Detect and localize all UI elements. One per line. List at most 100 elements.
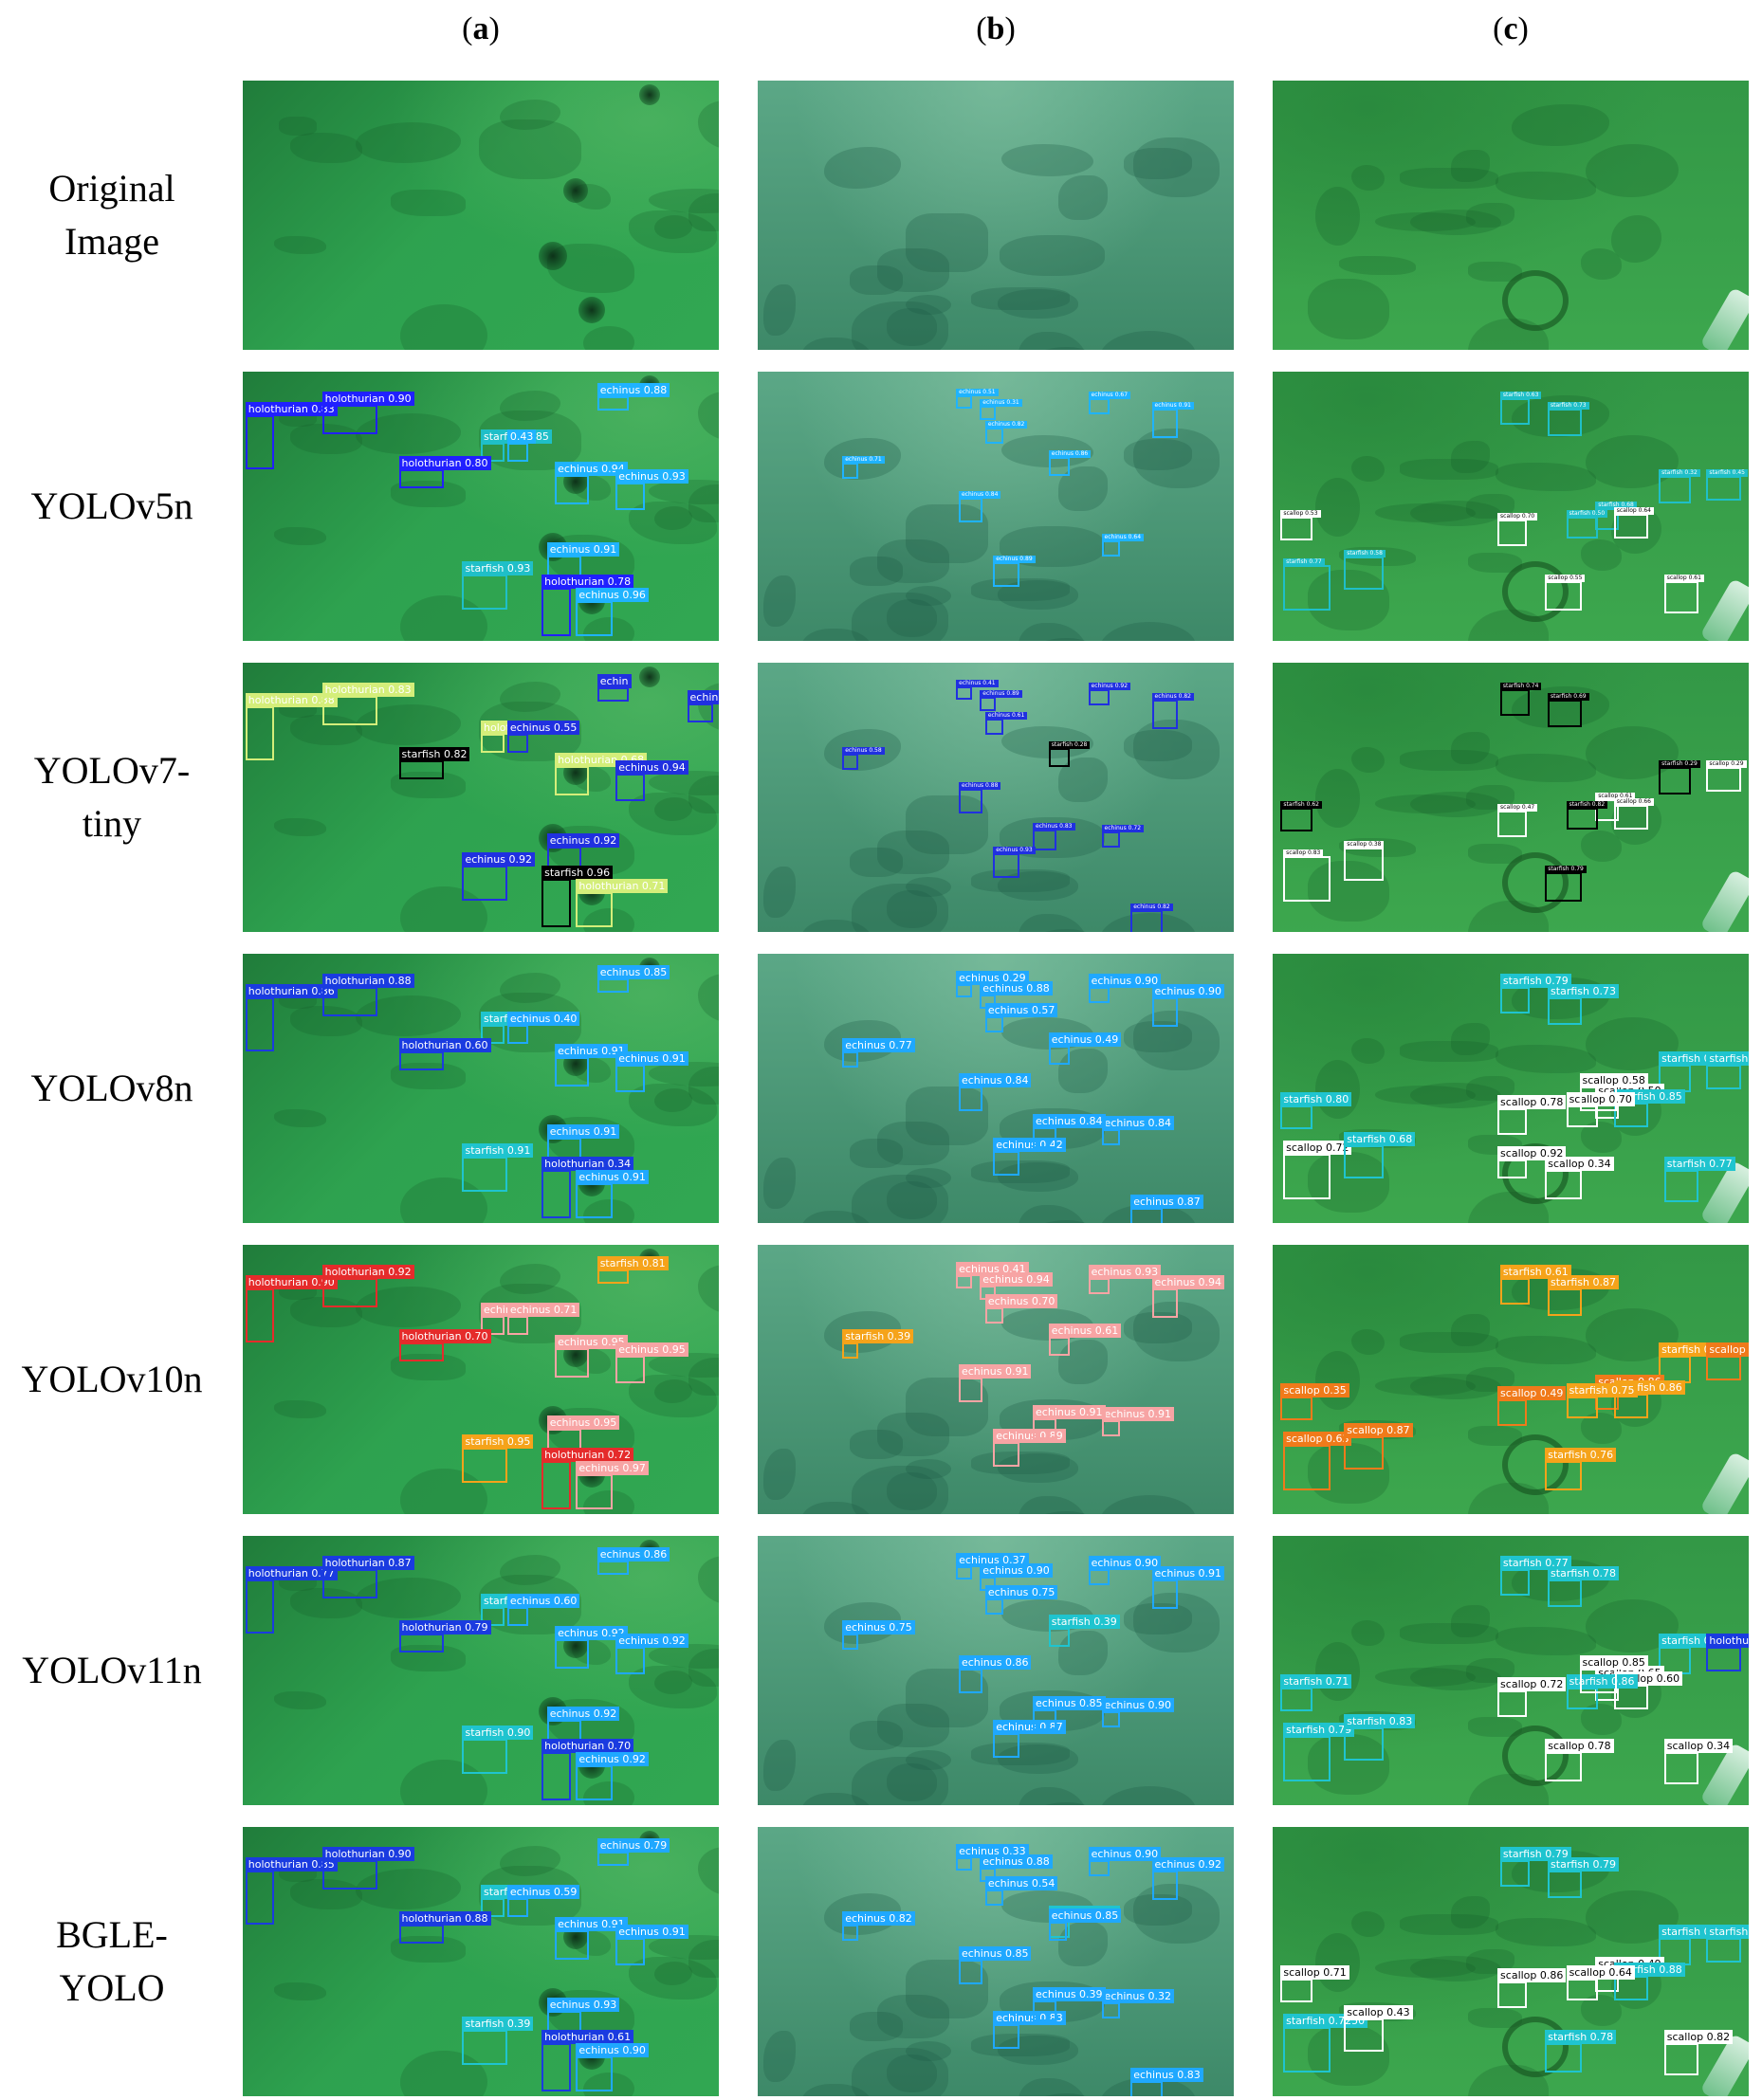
detection-box-holothurian: holothurian 0.77 xyxy=(245,1566,338,1634)
detection-label: echinus 0.32 xyxy=(1101,1989,1175,2004)
detection-label: echinus 0.94 xyxy=(555,461,628,476)
seabed-rock xyxy=(906,503,988,563)
detection-box-echinus: echinus 0.89 xyxy=(993,1429,1066,1467)
detection-label: starfish 0.82 xyxy=(398,747,470,762)
detection-box-starfish: starfish 0.96 xyxy=(541,866,614,928)
detection-box-scallop: scallop 0.72 xyxy=(1497,1676,1567,1718)
detection-label: echinus 0.39 xyxy=(1033,1986,1106,2001)
detection-label: echinus 0.91 xyxy=(1151,1566,1225,1581)
seabed-rock xyxy=(851,1466,949,1514)
seabed-rock xyxy=(582,616,634,641)
detection-box-starfish: starfish 0.86 xyxy=(1613,1380,1685,1418)
image-panel-yolov8n-c: starfish 0.79 starfish 0.73 starfish 0.29 s… xyxy=(1273,954,1749,1223)
detection-box-holothurian: holothurian 0.68 xyxy=(555,752,648,795)
detection-box-holothurian: holothurian 0.61 xyxy=(541,2030,634,2092)
seabed-rock xyxy=(762,867,796,918)
detection-label: echinus 0.71 xyxy=(506,1302,580,1317)
detection-label: echinus 0.90 xyxy=(980,1563,1053,1579)
seabed-rock xyxy=(1374,1377,1476,1396)
detection-label: echinus 0.85 xyxy=(1033,1695,1106,1710)
seabed-rock xyxy=(654,797,692,822)
detection-box-holothurian: holothurian 0.83 xyxy=(321,682,414,726)
detection-label: holothurian 0.88 xyxy=(398,1911,491,1927)
detection-label: echinus 0.92 xyxy=(1088,682,1131,690)
detection-label: starfish 0.73 xyxy=(1548,984,1619,999)
detection-box-echinus: echinus 0.96 xyxy=(576,588,649,637)
detection-label: echinus 0.51 xyxy=(956,389,999,397)
detection-box-starfish: starfish 0.73 xyxy=(1548,984,1619,1025)
seabed-rock xyxy=(762,284,796,336)
detection-label: starfish 0.68 xyxy=(1344,1132,1416,1147)
detection-label: echinus 0.91 xyxy=(958,1363,1032,1379)
detection-label: scallop 0.78 xyxy=(1497,1094,1567,1109)
detection-label: starfish 0.93 xyxy=(462,560,534,575)
detection-label: starfish 0.79 xyxy=(1283,1722,1355,1737)
detection-label: echinus 0.29 xyxy=(956,971,1029,986)
underwater-scene xyxy=(243,81,719,350)
detection-box-echinus: echinus 0.67 xyxy=(1088,391,1131,414)
seabed-rock xyxy=(289,133,362,164)
detection-label: holothurian 0.77 xyxy=(245,1566,338,1581)
seabed-rock xyxy=(1512,103,1609,147)
detection-label: scallop 0.43 xyxy=(1344,2005,1413,2020)
detection-label: starfish 0.85 xyxy=(1706,1925,1749,1940)
detection-label: echinus 0.84 xyxy=(1033,1113,1106,1128)
detection-box-echinus: echinus 0.91 xyxy=(1151,1566,1225,1610)
detection-box-echinus: echinus 0.72 xyxy=(1101,825,1145,849)
detection-label: starfish 0.32 xyxy=(1659,469,1700,478)
detection-label: holothurian 0.70 xyxy=(541,1739,634,1753)
image-panel-yolov10n-a: holothurian 0.90 holothurian 0.92 echinus … xyxy=(243,1245,719,1514)
seabed-rock xyxy=(1400,168,1499,190)
image-panel-yolov10n-c: starfish 0.61 starfish 0.87 starfish 0.8 sc… xyxy=(1273,1245,1749,1514)
image-panel-yolov7tiny-c: starfish 0.74 starfish 0.69 starfish 0.29 s… xyxy=(1273,663,1749,932)
detection-label: scallop 0.70 xyxy=(1497,512,1538,520)
seabed-rock xyxy=(1099,2076,1197,2096)
detection-box-echinus: echinus 0.97 xyxy=(576,1461,649,1510)
detection-box-holothurian: holothurian 0.88 xyxy=(245,693,338,761)
seabed-rock xyxy=(1580,1413,1623,1444)
seabed-rock xyxy=(1466,203,1514,228)
detection-box-starfish: starfish 0.85 xyxy=(1706,1925,1749,1963)
image-panel-original-b xyxy=(758,81,1234,350)
detection-label: scallop 0.87 xyxy=(1706,1342,1749,1358)
seabed-rock xyxy=(1451,150,1491,182)
detection-box-starfish: starfish 0.86 xyxy=(1566,1673,1638,1709)
seabed-rock xyxy=(1350,1038,1385,1065)
detection-label: starfish 0.68 xyxy=(1595,502,1637,510)
detection-label: scallop 0.47 xyxy=(1497,803,1538,812)
image-panel-yolov11n-a: holothurian 0.77 holothurian 0.87 starfish… xyxy=(243,1536,719,1805)
detection-box-starfish: starfish 0.87 xyxy=(1548,1275,1619,1316)
image-panel-yolov10n-b: echinus 0.41 echinus 0.94 echinus 0.70 echi… xyxy=(758,1245,1234,1514)
seabed-rock xyxy=(887,308,938,347)
detection-label: scallop 0.78 xyxy=(1545,1739,1614,1753)
detection-box-echinus: echinus 0.86 xyxy=(597,1547,670,1575)
seabed-rock xyxy=(1409,209,1502,235)
underwater-scene xyxy=(758,81,1234,350)
seabed-rock xyxy=(688,1358,719,1397)
detection-label: scallop 0.29 xyxy=(1706,760,1747,769)
seabed-rock xyxy=(356,121,462,163)
detection-label: 0.43 xyxy=(506,429,537,444)
detection-box-echinus: echinus 0.90 xyxy=(1088,1846,1162,1876)
seabed-rock xyxy=(1409,1664,1502,1690)
seabed-rock xyxy=(654,1671,692,1695)
seabed-rock xyxy=(1018,913,1088,932)
seabed-rock xyxy=(582,325,634,350)
detection-label: starfish 0.79 xyxy=(1548,1857,1619,1872)
seabed-rock xyxy=(582,2072,634,2096)
seabed-rock xyxy=(582,1489,634,1514)
detection-label: starfish 0.78 xyxy=(1548,1566,1619,1581)
detection-label: holothurian 0.60 xyxy=(398,1038,491,1053)
seabed-rock xyxy=(1374,794,1476,813)
detection-label: echinus 0.91 xyxy=(615,1925,688,1940)
detection-box-holothurian: holothurian 0.70 xyxy=(541,1739,634,1801)
detection-label: echinus 0.57 xyxy=(984,1003,1058,1018)
detection-label: holothurian 0.37 xyxy=(1706,1634,1749,1649)
seabed-rock xyxy=(997,1744,1078,1775)
detection-box-echinus: echinus 0.88 xyxy=(958,781,1001,813)
detection-label: echinus 0.89 xyxy=(980,690,1022,699)
seabed-rock xyxy=(1467,553,1522,574)
detection-box-echinus: echinus 0.91 xyxy=(555,1043,628,1087)
seabed-rock xyxy=(877,1122,950,1166)
detection-label: scallop 0.82 xyxy=(1663,2030,1734,2044)
